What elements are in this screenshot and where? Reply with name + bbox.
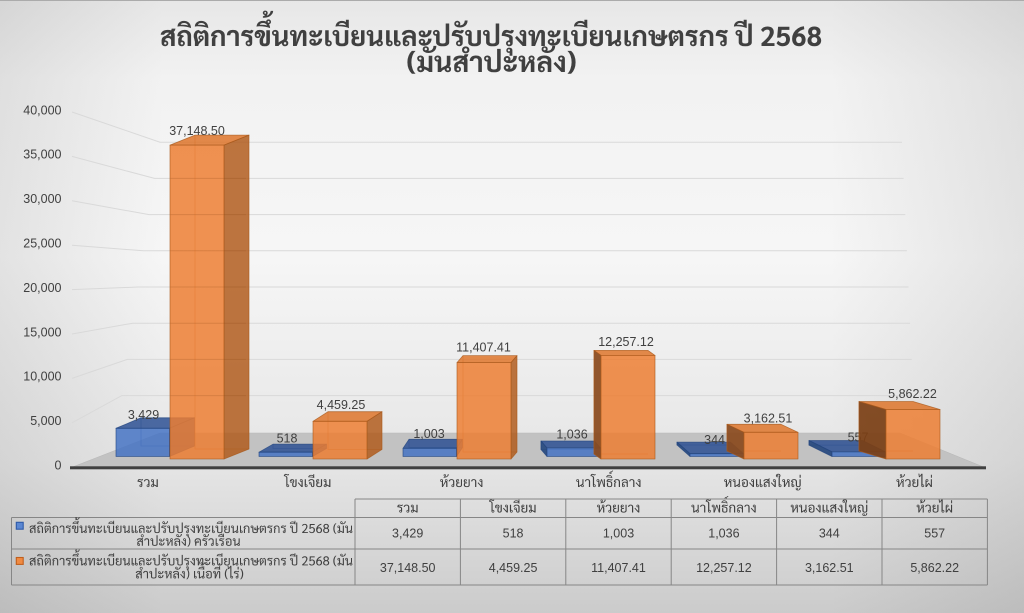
- svg-text:37,148.50: 37,148.50: [380, 561, 436, 575]
- svg-text:4,459.25: 4,459.25: [317, 398, 366, 412]
- svg-text:40,000: 40,000: [23, 103, 61, 117]
- svg-text:37,148.50: 37,148.50: [169, 124, 225, 138]
- svg-text:344: 344: [819, 527, 840, 541]
- svg-text:1,003: 1,003: [413, 427, 444, 441]
- svg-text:1,003: 1,003: [603, 527, 634, 541]
- svg-text:518: 518: [277, 432, 298, 446]
- svg-text:3,162.51: 3,162.51: [805, 561, 854, 575]
- svg-text:25,000: 25,000: [23, 237, 61, 251]
- svg-text:3,162.51: 3,162.51: [744, 412, 793, 426]
- svg-text:1,036: 1,036: [708, 527, 739, 541]
- svg-text:15,000: 15,000: [23, 325, 61, 339]
- svg-text:20,000: 20,000: [23, 281, 61, 295]
- svg-text:0: 0: [55, 459, 62, 473]
- svg-text:5,000: 5,000: [30, 414, 61, 428]
- svg-text:4,459.25: 4,459.25: [489, 561, 538, 575]
- svg-text:12,257.12: 12,257.12: [598, 335, 654, 349]
- svg-text:557: 557: [924, 527, 945, 541]
- svg-text:3,429: 3,429: [392, 527, 423, 541]
- svg-text:11,407.41: 11,407.41: [591, 561, 646, 575]
- svg-text:1,036: 1,036: [556, 428, 587, 442]
- svg-text:5,862.22: 5,862.22: [888, 387, 937, 401]
- svg-text:11,407.41: 11,407.41: [456, 341, 511, 355]
- svg-text:30,000: 30,000: [23, 192, 61, 206]
- svg-text:12,257.12: 12,257.12: [696, 561, 752, 575]
- svg-text:518: 518: [503, 527, 524, 541]
- svg-text:10,000: 10,000: [23, 370, 61, 384]
- svg-text:5,862.22: 5,862.22: [910, 561, 959, 575]
- svg-text:3,429: 3,429: [128, 408, 159, 422]
- svg-text:344: 344: [704, 433, 725, 447]
- svg-text:35,000: 35,000: [23, 148, 61, 162]
